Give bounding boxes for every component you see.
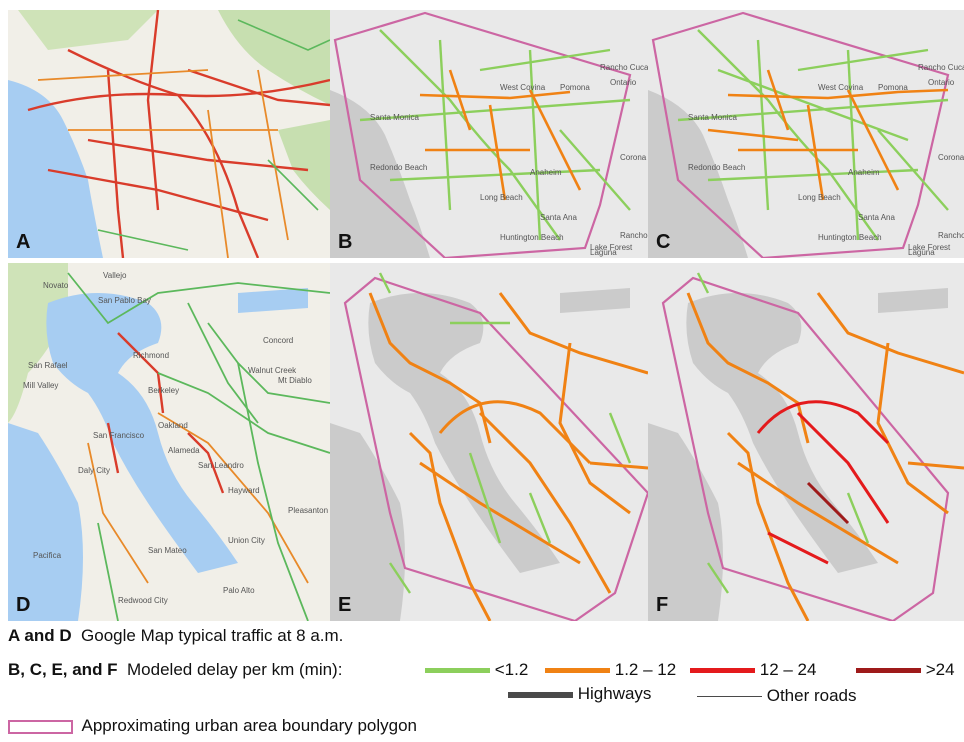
delay-class-2: 1.2 – 12 [545,660,676,680]
la-b-place-label: Long Beach [480,193,523,202]
delay-swatch-4 [856,668,921,674]
la-c-place-label: West Covina [818,83,864,92]
la-delay-map-b: Santa Monica West Covina Pomona Ontario Ranc… [330,10,648,258]
la-b-place-label: Huntington Beach [500,233,564,242]
sf-d-place-label: Union City [228,536,265,545]
la-b-place-label: Rancho Cucamonga [600,63,648,72]
boundary-label: Approximating urban area boundary polygo… [81,716,418,735]
la-b-place-label: Santa Monica [370,113,419,122]
panel-label-d: D [16,594,31,616]
la-c-place-label: Santa Monica [688,113,737,122]
sf-d-place-label: Vallejo [103,271,127,280]
legend-key-bcef: B, C, E, and F [8,660,118,679]
la-c-place-label: Redondo Beach [688,163,745,172]
legend-key-a-d: A and D [8,626,72,645]
sf-d-place-label: San Pablo Bay [98,296,151,305]
legend-boundary: Approximating urban area boundary polygo… [8,716,417,736]
panel-label-e: E [338,594,352,616]
map-panel-f: F [648,263,964,621]
la-b-place-label: Anaheim [530,168,562,177]
la-c-place-label: Pomona [878,83,908,92]
la-b-place-label: Pomona [560,83,590,92]
sf-d-place-label: Alameda [168,446,200,455]
sf-d-place-label: Novato [43,281,69,290]
legend-highways: Highways [508,684,651,704]
la-traffic-map-a [8,10,330,258]
sf-d-place-label: Mt Diablo [278,376,312,385]
map-panel-e: E [330,263,648,621]
sf-d-place-label: Richmond [133,351,169,360]
la-c-place-label: Santa Ana [858,213,895,222]
delay-class-4: >24 [856,660,955,680]
sf-d-place-label: Concord [263,336,293,345]
boundary-swatch [8,719,73,734]
sf-d-place-label: Pacifica [33,551,62,560]
legend-row-bcef: B, C, E, and F Modeled delay per km (min… [8,660,342,680]
la-c-place-label: Ontario [928,78,955,87]
la-b-place-label: Lake Forest [590,243,633,252]
highway-swatch [508,691,573,698]
sf-d-place-label: San Rafael [28,361,68,370]
sf-d-place-label: Mill Valley [23,381,58,390]
map-panel-d: Vallejo Novato San Pablo Bay San Rafael Rich… [8,263,330,621]
sf-d-place-label: Palo Alto [223,586,255,595]
delay-label-1: <1.2 [494,660,529,679]
sf-d-place-label: San Leandro [198,461,244,470]
sf-d-place-label: Daly City [78,466,110,475]
sf-d-place-label: Pleasanton [288,506,328,515]
sf-d-place-label: San Mateo [148,546,187,555]
delay-swatch-2 [545,668,610,674]
la-delay-map-c: Santa Monica West Covina Pomona Ontario Ranc… [648,10,964,258]
other-roads-label: Other roads [766,686,857,705]
highways-label: Highways [577,684,652,703]
la-b-place-label: Corona [620,153,647,162]
delay-class-3: 12 – 24 [690,660,816,680]
sf-d-place-label: Hayward [228,486,260,495]
delay-label-4: >24 [925,660,955,679]
other-road-swatch [697,696,762,698]
delay-swatch-3 [690,668,755,674]
sf-d-place-label: Berkeley [148,386,179,395]
sf-d-place-label: Walnut Creek [248,366,297,375]
la-b-place-label: Laguna [590,248,617,257]
legend-row-a-d: A and D Google Map typical traffic at 8 … [8,626,343,646]
map-panel-b: Santa Monica West Covina Pomona Ontario Ranc… [330,10,648,258]
la-c-place-label: Laguna [908,248,935,257]
sf-d-place-label: San Francisco [93,431,145,440]
legend-other-roads: Other roads [697,686,857,706]
legend-text-bcef: Modeled delay per km (min): [127,660,343,679]
delay-class-1: <1.2 [425,660,528,680]
delay-label-3: 12 – 24 [759,660,817,679]
legend-text-a-d: Google Map typical traffic at 8 a.m. [81,626,344,645]
map-legend: A and D Google Map typical traffic at 8 … [0,620,964,742]
la-b-place-label: Ontario [610,78,637,87]
la-b-place-label: West Covina [500,83,546,92]
la-c-place-label: Corona [938,153,964,162]
sf-delay-map-f [648,263,964,621]
la-b-place-label: Redondo Beach [370,163,427,172]
delay-label-2: 1.2 – 12 [614,660,677,679]
panel-label-f: F [656,594,669,616]
sf-d-place-label: Redwood City [118,596,168,605]
panel-label-c: C [656,231,671,253]
panel-label-a: A [16,231,31,253]
la-c-place-label: Huntington Beach [818,233,882,242]
la-c-place-label: Long Beach [798,193,841,202]
map-panel-a: A [8,10,330,258]
la-c-place-label: Anaheim [848,168,880,177]
sf-delay-map-e [330,263,648,621]
map-panel-c: Santa Monica West Covina Pomona Ontario Ranc… [648,10,964,258]
sf-d-place-label: Oakland [158,421,188,430]
la-c-place-label: Rancho Cucamonga [918,63,964,72]
sf-traffic-map-d: Vallejo Novato San Pablo Bay San Rafael Rich… [8,263,330,621]
la-c-place-label: Rancho Santa Margarita [938,231,964,240]
la-b-place-label: Rancho Santa Margarita [620,231,648,240]
la-b-place-label: Santa Ana [540,213,577,222]
delay-swatch-1 [425,668,490,674]
la-c-place-label: Lake Forest [908,243,951,252]
panel-label-b: B [338,231,353,253]
